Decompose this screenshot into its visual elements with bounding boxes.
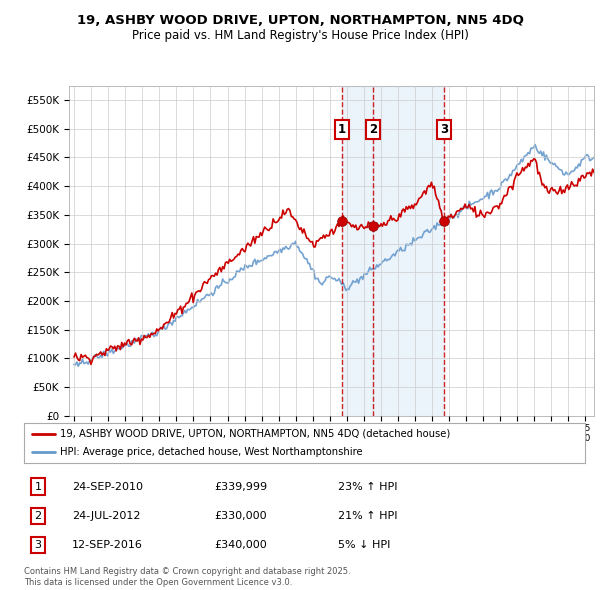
Text: 2: 2 <box>370 123 377 136</box>
Text: 3: 3 <box>440 123 448 136</box>
Text: Contains HM Land Registry data © Crown copyright and database right 2025.
This d: Contains HM Land Registry data © Crown c… <box>24 568 350 586</box>
Text: 3: 3 <box>35 540 41 550</box>
Text: 19, ASHBY WOOD DRIVE, UPTON, NORTHAMPTON, NN5 4DQ (detached house): 19, ASHBY WOOD DRIVE, UPTON, NORTHAMPTON… <box>61 429 451 439</box>
Text: 21% ↑ HPI: 21% ↑ HPI <box>338 511 398 521</box>
Text: 5% ↓ HPI: 5% ↓ HPI <box>338 540 391 550</box>
Text: 23% ↑ HPI: 23% ↑ HPI <box>338 482 398 491</box>
Text: 1: 1 <box>35 482 41 491</box>
Text: 24-JUL-2012: 24-JUL-2012 <box>71 511 140 521</box>
Text: 2: 2 <box>34 511 41 521</box>
Text: 19, ASHBY WOOD DRIVE, UPTON, NORTHAMPTON, NN5 4DQ: 19, ASHBY WOOD DRIVE, UPTON, NORTHAMPTON… <box>77 14 523 27</box>
Text: 24-SEP-2010: 24-SEP-2010 <box>71 482 143 491</box>
Text: £339,999: £339,999 <box>215 482 268 491</box>
Text: HPI: Average price, detached house, West Northamptonshire: HPI: Average price, detached house, West… <box>61 447 363 457</box>
Text: 1: 1 <box>338 123 346 136</box>
Bar <box>342 86 373 416</box>
Text: £330,000: £330,000 <box>215 511 268 521</box>
Text: £340,000: £340,000 <box>215 540 268 550</box>
Bar <box>373 86 444 416</box>
Text: Price paid vs. HM Land Registry's House Price Index (HPI): Price paid vs. HM Land Registry's House … <box>131 29 469 42</box>
Text: 12-SEP-2016: 12-SEP-2016 <box>71 540 143 550</box>
